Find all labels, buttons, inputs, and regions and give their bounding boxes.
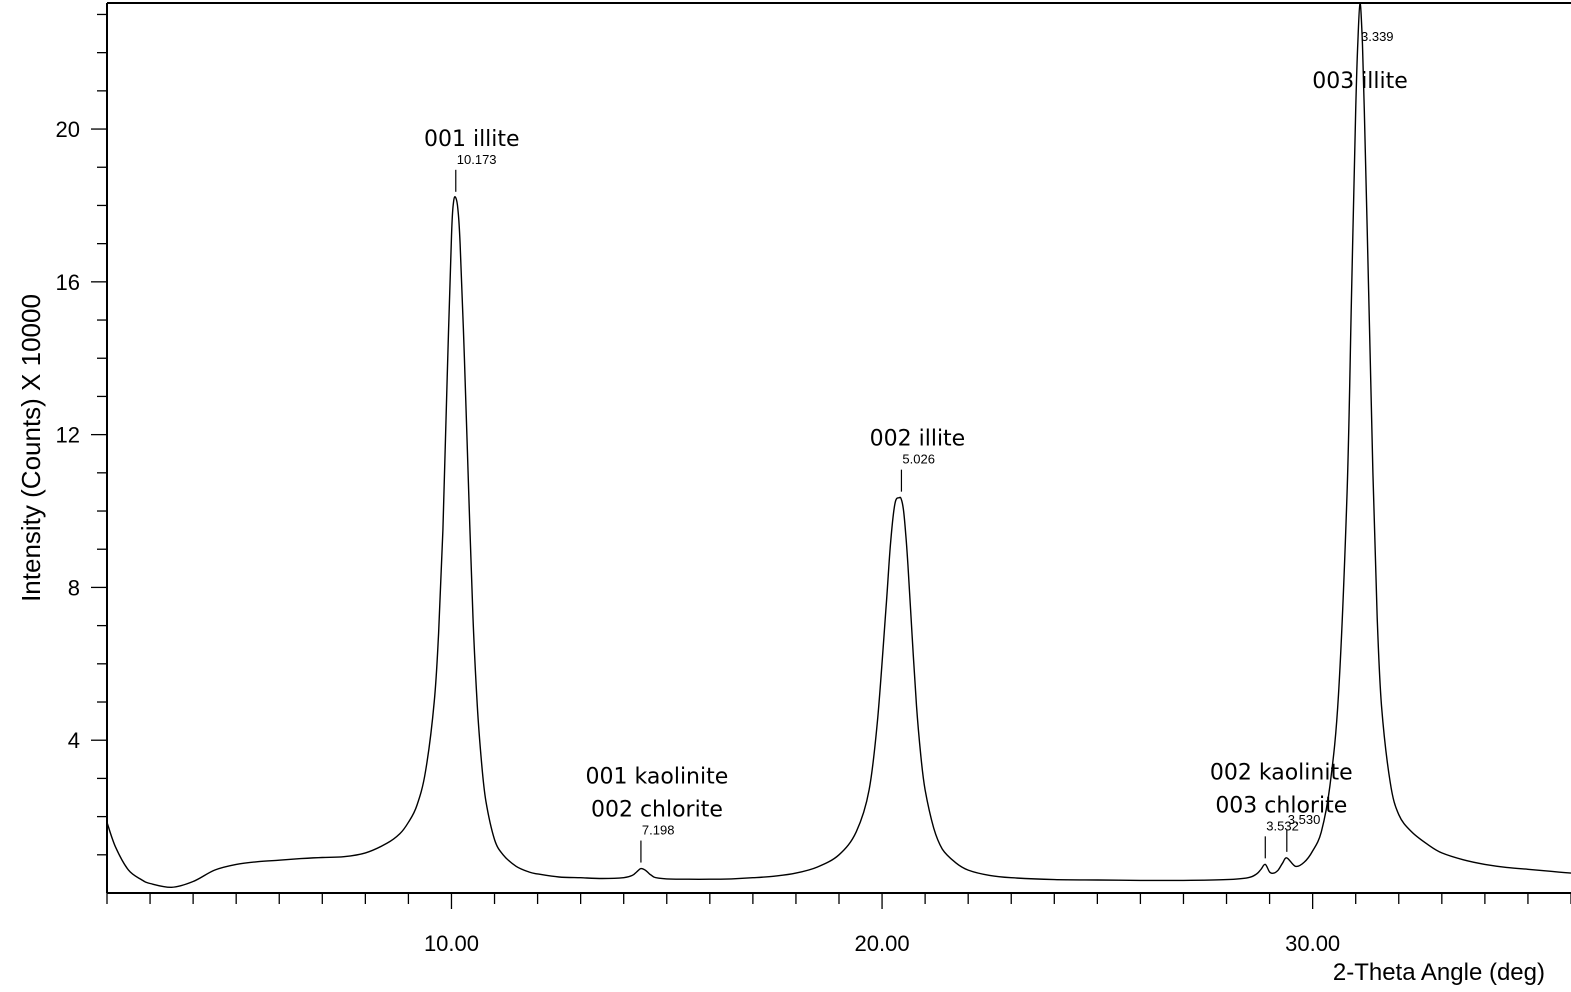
- peak-label: 002 illite: [870, 427, 966, 452]
- peak-label: 001 illite: [424, 127, 520, 152]
- series-group: [106, 2, 1571, 889]
- x-tick-label: 10.00: [424, 931, 479, 956]
- d-spacing-label: 10.173: [457, 152, 497, 167]
- peak-label: 002 chlorite: [591, 798, 723, 823]
- d-spacing-label: 5.026: [902, 452, 935, 467]
- y-tick-label: 4: [68, 728, 80, 753]
- peak-label: 003 illite: [1312, 69, 1408, 94]
- d-spacing-label: 3.530: [1288, 812, 1321, 827]
- x-axis-ticks: 10.00 20.00 30.00: [106, 893, 1571, 956]
- y-axis-ticks: 4 8 12 16 20: [56, 13, 107, 856]
- series-line: [106, 2, 1571, 889]
- y-tick-label: 16: [56, 270, 80, 295]
- peak-label: 001 kaolinite: [586, 765, 729, 790]
- d-spacing-label: 7.198: [642, 823, 675, 838]
- d-spacing-label: 3.339: [1361, 29, 1394, 44]
- y-tick-label: 8: [68, 575, 80, 600]
- d-spacing-label: 3.532: [1266, 818, 1299, 833]
- x-tick-label: 30.00: [1285, 931, 1340, 956]
- x-axis-title: 2-Theta Angle (deg): [1333, 959, 1545, 986]
- peak-label: 003 chlorite: [1215, 793, 1347, 818]
- y-tick-label: 20: [56, 117, 80, 142]
- x-tick-label: 20.00: [855, 931, 910, 956]
- y-axis-title: Intensity (Counts) X 10000: [16, 294, 46, 602]
- peak-label: 002 kaolinite: [1210, 760, 1353, 785]
- y-tick-label: 12: [56, 423, 80, 448]
